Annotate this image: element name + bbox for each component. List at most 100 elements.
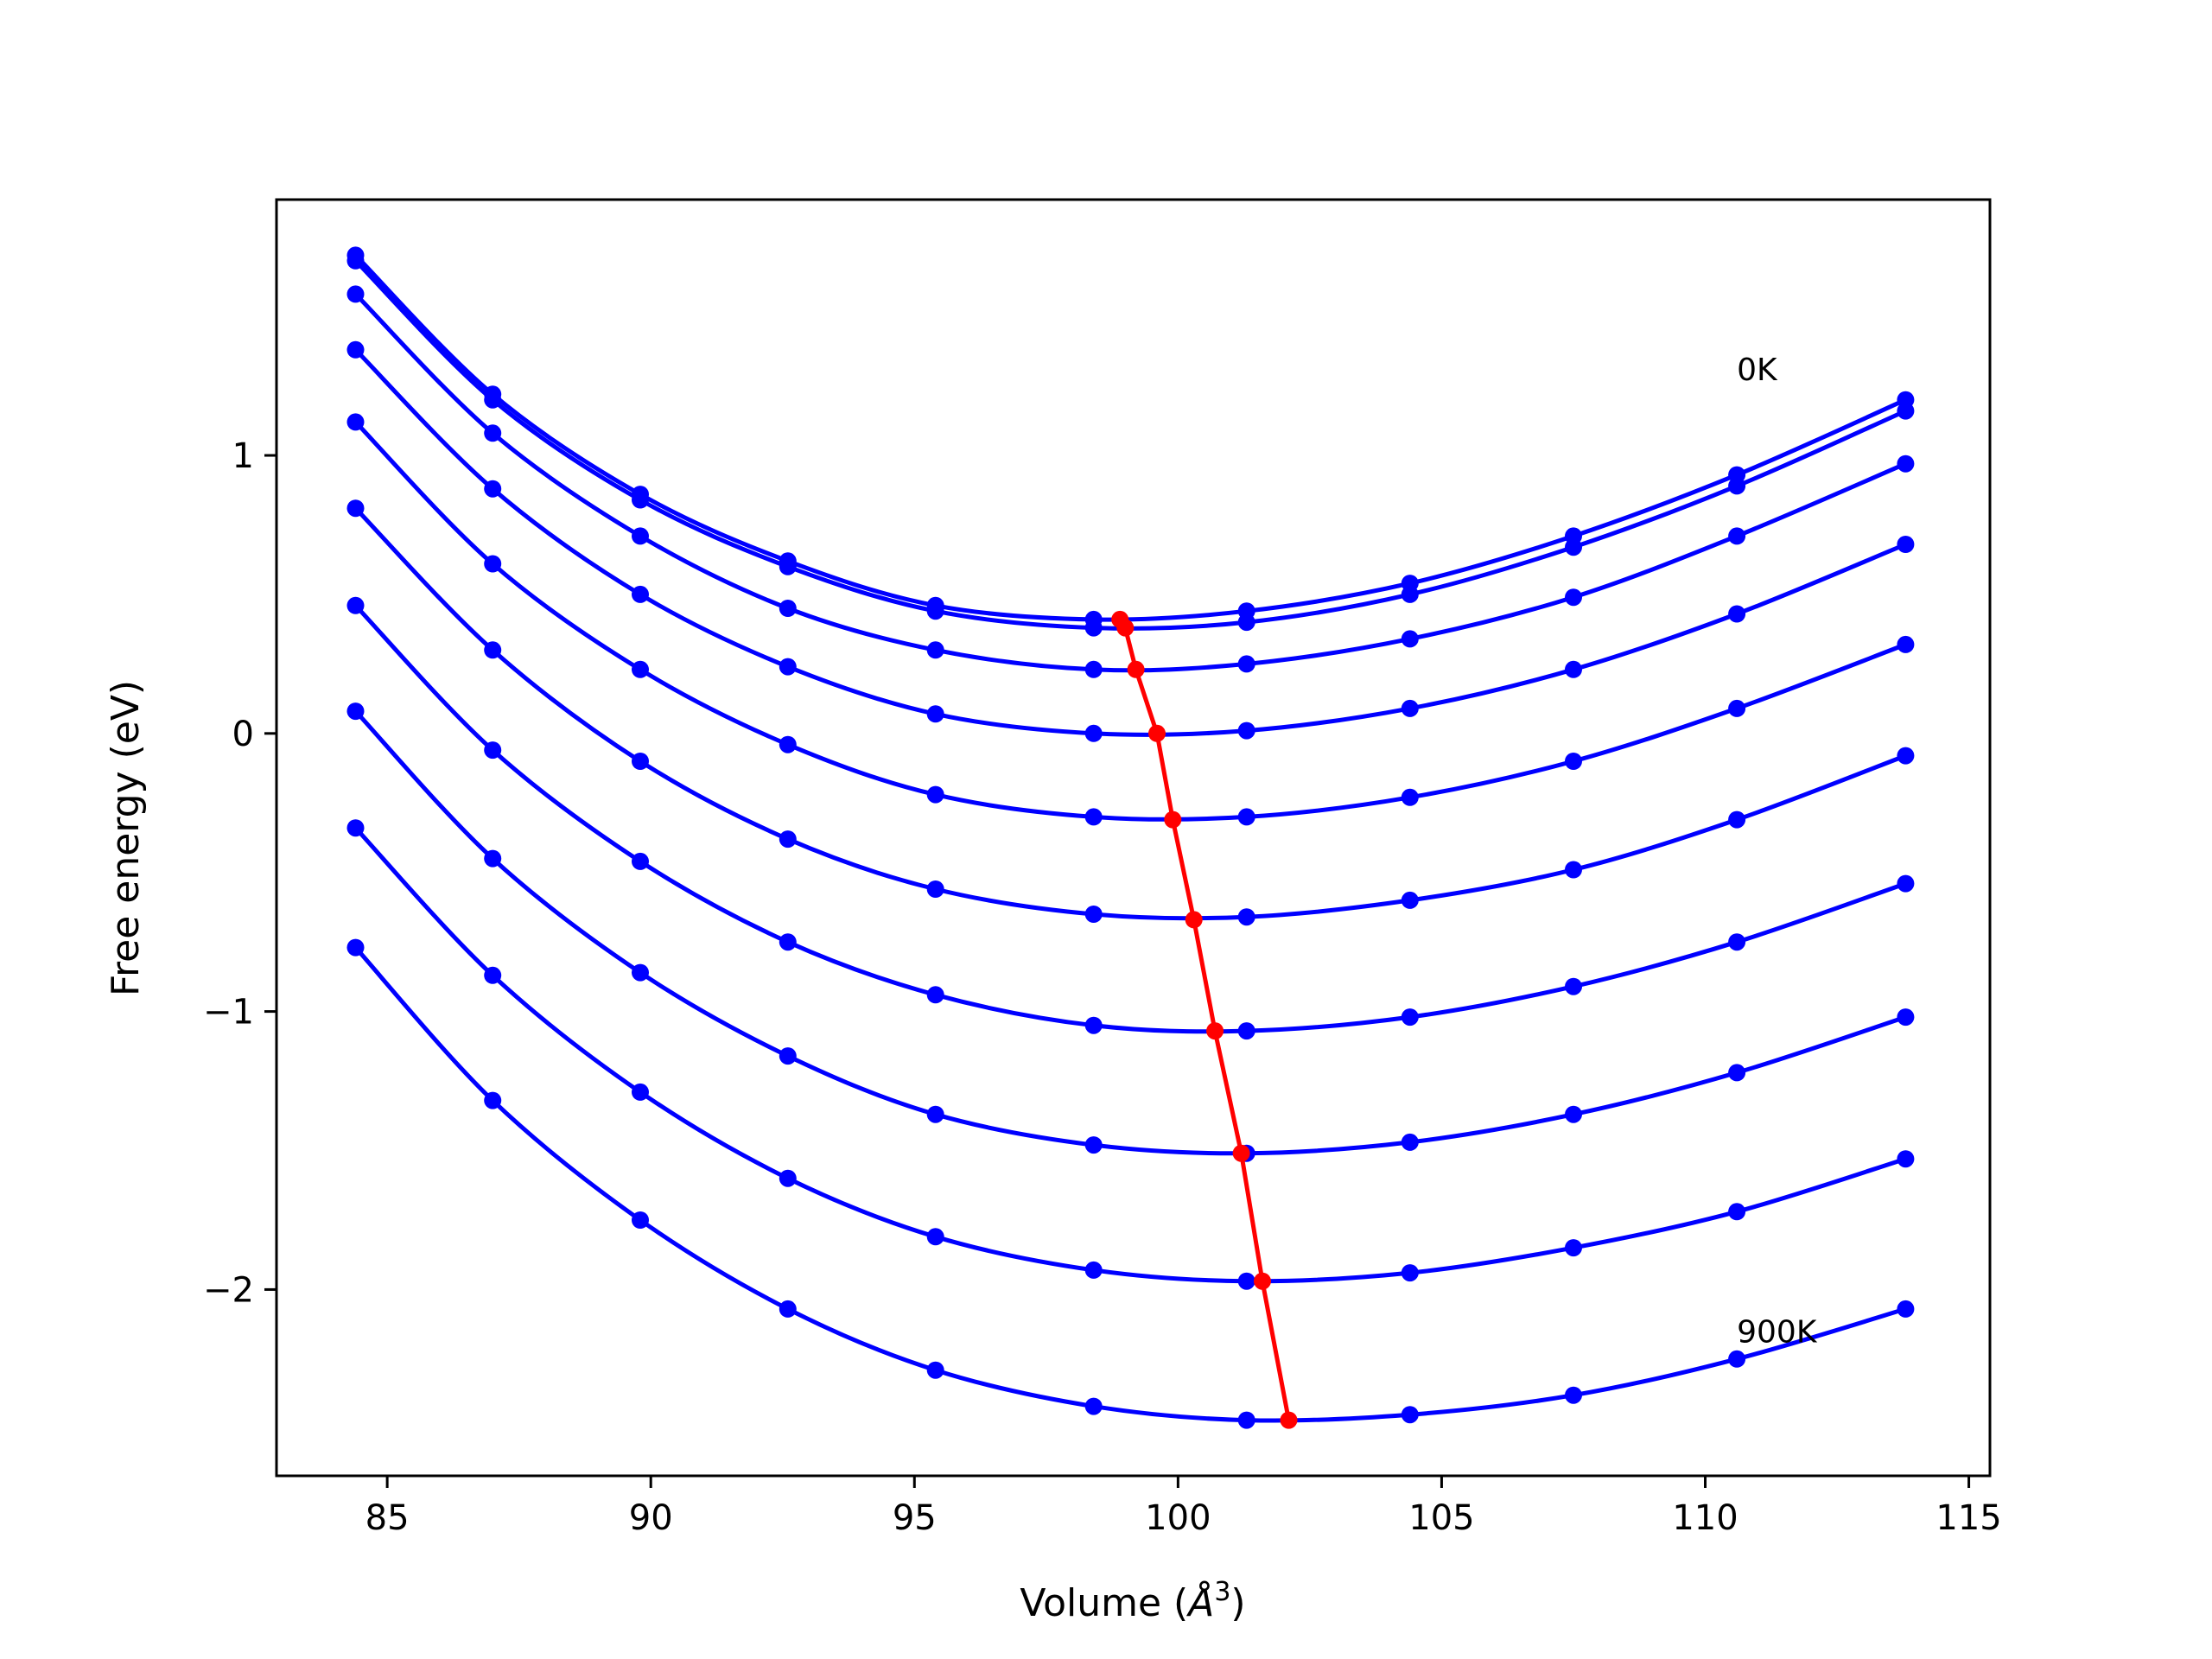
series-3-point-8 [1565, 660, 1582, 678]
series-4-point-9 [1728, 699, 1746, 717]
series-2-point-9 [1728, 527, 1746, 545]
series-5-point-2 [632, 753, 649, 770]
series-6-point-5 [1084, 1016, 1103, 1034]
series-8-point-3 [779, 1169, 797, 1187]
series-1-point-2 [632, 491, 649, 509]
series-5-point-10 [1897, 747, 1915, 765]
series-3-point-1 [484, 480, 502, 498]
series-4-point-0 [346, 413, 365, 431]
minimum-path-line [1118, 618, 1291, 1421]
series-6-point-10 [1897, 874, 1915, 893]
series-9-point-8 [1565, 1386, 1582, 1404]
series-1-point-8 [1565, 538, 1582, 556]
series-7-point-7 [1401, 1133, 1419, 1151]
series-1-point-5 [1084, 619, 1103, 637]
series-9-point-3 [779, 1300, 797, 1318]
series-9-point-6 [1237, 1411, 1255, 1429]
x-tick-label: 105 [1408, 1498, 1474, 1538]
y-axis-ticks: −2 −1 0 1 [203, 436, 276, 1310]
x-tick-label: 95 [893, 1498, 937, 1538]
series-2-point-3 [779, 600, 797, 617]
curve-label: 900K [1737, 1315, 1818, 1351]
curve-label: 0K [1737, 353, 1778, 388]
series-7-point-0 [346, 702, 365, 721]
series-3-point-5 [1084, 724, 1103, 742]
series-2-point-6 [1237, 655, 1255, 673]
series-1-point-9 [1728, 477, 1746, 495]
series-8-point-8 [1565, 1239, 1582, 1257]
series-6-point-6 [1237, 1022, 1255, 1040]
series-4-point-1 [484, 555, 502, 573]
series-5-point-5 [1084, 906, 1103, 923]
series-5-point-8 [1565, 861, 1582, 879]
series-4-point-5 [1084, 808, 1103, 826]
plot-frame [275, 198, 1992, 1478]
series-4-point-3 [779, 735, 797, 753]
series-8-point-7 [1401, 1264, 1419, 1282]
x-tick-label: 85 [365, 1498, 410, 1538]
minimum-point-5 [1185, 911, 1203, 929]
series-7-point-9 [1728, 1064, 1746, 1082]
series-9-point-2 [632, 1211, 649, 1229]
series-3-point-10 [1897, 536, 1915, 553]
x-tick-label: 110 [1672, 1498, 1738, 1538]
series-1-point-7 [1401, 585, 1419, 603]
series-5-point-3 [779, 830, 797, 849]
series-1-point-1 [484, 391, 502, 409]
series-4-point-7 [1401, 788, 1419, 806]
series-6-point-2 [632, 852, 649, 870]
minimum-point-6 [1206, 1022, 1224, 1040]
series-3-point-3 [779, 658, 797, 676]
plot-content [346, 246, 1915, 1429]
series-5-point-6 [1237, 908, 1255, 926]
series-7-point-5 [1084, 1136, 1103, 1154]
minimum-point-1 [1116, 619, 1135, 637]
series-3-point-2 [632, 585, 649, 603]
series-3-point-7 [1401, 699, 1419, 717]
series-6-point-3 [779, 933, 797, 951]
series-2-point-10 [1897, 454, 1915, 473]
series-9-point-7 [1401, 1406, 1419, 1424]
series-8-point-5 [1084, 1261, 1103, 1279]
series-9-point-4 [926, 1361, 944, 1379]
series-5-point-1 [484, 641, 502, 659]
y-tick-label: −2 [203, 1270, 254, 1310]
series-1-point-0 [346, 251, 365, 270]
series-7-point-10 [1897, 1008, 1915, 1027]
series-2-point-2 [632, 527, 649, 545]
y-axis-label: Free energy (eV) [104, 680, 148, 996]
minimum-point-8 [1254, 1272, 1271, 1290]
series-6-point-8 [1565, 977, 1582, 995]
series-4-point-8 [1565, 753, 1582, 770]
minimum-point-7 [1232, 1144, 1250, 1162]
series-7-point-3 [779, 1047, 797, 1065]
series-6-point-7 [1401, 1008, 1419, 1027]
series-8-point-4 [926, 1228, 944, 1246]
series-8-point-2 [632, 1083, 649, 1101]
x-axis-label: Volume (Å3) [1020, 1577, 1245, 1625]
series-3-point-9 [1728, 605, 1746, 623]
series-9-point-9 [1728, 1350, 1746, 1368]
series-3-point-6 [1237, 721, 1255, 740]
series-6-point-9 [1728, 933, 1746, 951]
series-2-point-7 [1401, 630, 1419, 648]
series-7-point-4 [926, 1105, 944, 1123]
y-tick-label: −1 [203, 993, 254, 1033]
series-9-point-10 [1897, 1300, 1915, 1318]
x-axis-label-suffix: ) [1230, 1581, 1245, 1625]
series-3-point-4 [926, 705, 944, 723]
series-3-point-0 [346, 340, 365, 359]
series-7-point-1 [484, 849, 502, 868]
x-axis-ticks: 85 90 95 100 105 110 115 [365, 1476, 2002, 1538]
x-tick-label: 115 [1936, 1498, 2001, 1538]
series-2-point-8 [1565, 588, 1582, 607]
minimum-point-9 [1280, 1411, 1298, 1429]
series-8-point-10 [1897, 1150, 1915, 1168]
series-5-point-4 [926, 880, 944, 898]
series-9-point-5 [1084, 1397, 1103, 1415]
series-8-point-6 [1237, 1272, 1255, 1290]
curve-annotations: 0K 900K [1737, 353, 1818, 1350]
series-9-point-1 [484, 1091, 502, 1109]
series-7-point-2 [632, 963, 649, 982]
